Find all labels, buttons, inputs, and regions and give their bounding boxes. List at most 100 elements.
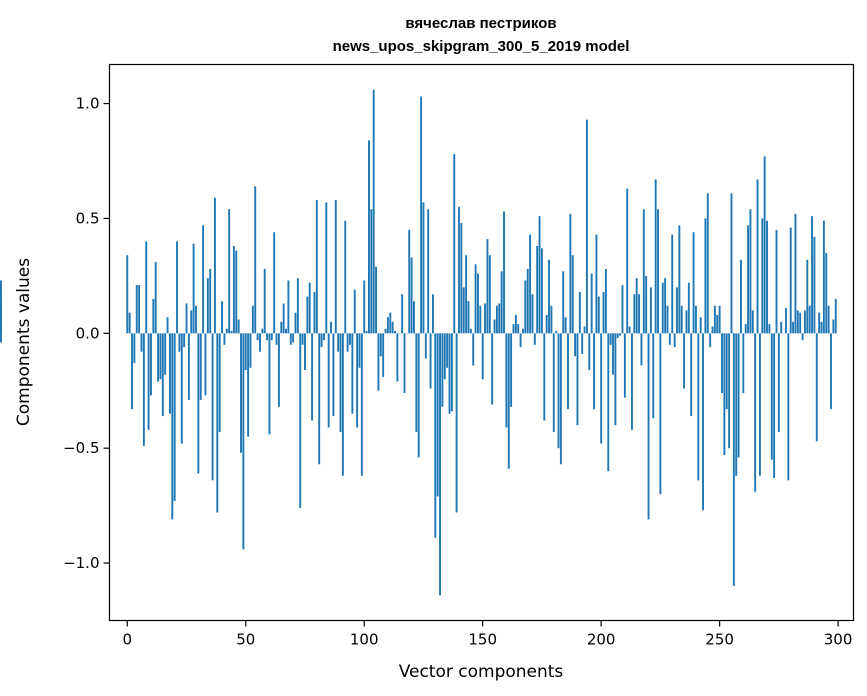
bar-component-236 [685, 310, 688, 334]
bar-component-233 [678, 225, 681, 334]
bar-component-59 [266, 333, 269, 341]
y-axis-label: Components values [14, 258, 34, 426]
x-tick-label: 250 [705, 631, 734, 649]
bar-component-271 [768, 324, 771, 334]
bar-component-29 [195, 305, 197, 334]
bar-component-144 [467, 301, 470, 334]
bar-component-232 [676, 287, 678, 334]
bar-component-291 [815, 333, 818, 442]
bar-component-130 [434, 333, 437, 538]
bar-component-41 [223, 333, 226, 345]
bar-component-81 [318, 333, 321, 465]
bar-component-245 [706, 193, 709, 334]
bar-component-164 [514, 314, 517, 334]
bar-component-13 [157, 333, 160, 382]
bar-component-278 [785, 308, 787, 334]
bar-component-67 [285, 328, 287, 334]
bar-component-249 [716, 314, 719, 334]
bar-component-151 [484, 303, 487, 334]
bar-component-226 [661, 282, 664, 334]
bar-component-183 [559, 333, 562, 465]
bar-component-244 [704, 218, 707, 334]
bar-component-186 [567, 333, 569, 410]
bar-component-155 [493, 319, 496, 334]
bar-component-231 [673, 333, 676, 348]
bar-component-219 [645, 275, 648, 334]
bar-component-187 [569, 213, 572, 334]
bar-component-38 [216, 333, 219, 513]
bar-component-194 [585, 119, 588, 334]
bar-component-16 [164, 333, 167, 375]
bar-component-211 [626, 188, 629, 334]
bar-component-172 [533, 333, 536, 345]
bar-component-258 [737, 333, 740, 458]
bar-component-190 [576, 333, 579, 426]
bar-component-261 [744, 324, 747, 334]
bar-component-117 [403, 333, 406, 394]
bar-component-64 [277, 333, 280, 407]
bar-component-160 [505, 333, 508, 428]
bar-component-294 [822, 220, 825, 334]
bar-component-48 [240, 333, 242, 453]
bar-component-280 [789, 227, 792, 334]
bar-component-185 [564, 317, 567, 334]
bar-component-80 [315, 200, 318, 334]
bar-component-74 [301, 333, 304, 345]
bar-component-286 [803, 310, 806, 334]
bar-component-122 [415, 333, 418, 433]
bar-component-137 [450, 333, 453, 412]
bar-component-9 [147, 333, 150, 430]
bar-component-68 [287, 280, 290, 334]
bar-component-10 [150, 333, 152, 396]
bar-component-163 [512, 324, 515, 334]
bar-component-147 [474, 264, 477, 334]
y-tick-label: −0.5 [63, 439, 99, 457]
bar-component-129 [431, 294, 434, 334]
bar-component-205 [612, 333, 614, 375]
bar-component-43 [228, 209, 231, 334]
bar-component-90 [339, 333, 342, 433]
bar-component-267 [758, 333, 761, 476]
bar-component-92 [344, 220, 347, 334]
bar-component-32 [202, 225, 205, 334]
bar-component-254 [728, 333, 731, 449]
bar-component-241 [697, 333, 700, 481]
bar-component-145 [469, 328, 472, 334]
bar-component-14 [159, 333, 162, 380]
bar-component-75 [304, 333, 306, 371]
bar-component-209 [621, 285, 624, 334]
bar-component-134 [443, 333, 446, 380]
x-tick-label: 300 [824, 631, 853, 649]
bar-component-296 [827, 305, 830, 334]
chart-title: вячеслав пестриков [405, 15, 556, 32]
bar-component-114 [396, 333, 399, 382]
bar-component-135 [446, 333, 449, 368]
bar-component-71 [294, 312, 297, 334]
bar-component-242 [699, 317, 702, 334]
bar-component-298 [832, 319, 835, 334]
y-tick-label: 0.5 [76, 209, 100, 227]
bar-component-100 [363, 280, 366, 334]
bar-component-171 [531, 294, 534, 334]
bar-component-140 [458, 206, 460, 334]
bar-component-243 [702, 333, 704, 511]
bar-component-270 [766, 220, 768, 334]
bar-component-58 [263, 268, 266, 334]
bar-component-179 [550, 305, 553, 334]
bar-component-63 [275, 333, 278, 345]
bar-component-175 [540, 248, 543, 334]
bar-component-undefined [0, 324, 2, 334]
bar-component-36 [211, 333, 214, 481]
bar-component-94 [349, 333, 351, 345]
bar-component-284 [799, 312, 802, 334]
y-tick-label: 0.0 [76, 324, 100, 342]
bar-component-177 [545, 314, 548, 334]
bar-component-5 [138, 285, 141, 334]
bar-component-116 [401, 294, 404, 334]
bar-component-178 [548, 259, 550, 334]
bar-component-50 [244, 333, 247, 371]
bar-component-6 [140, 333, 143, 352]
bar-component-208 [619, 333, 622, 336]
bar-component-99 [360, 333, 363, 476]
bar-component-257 [735, 333, 738, 476]
